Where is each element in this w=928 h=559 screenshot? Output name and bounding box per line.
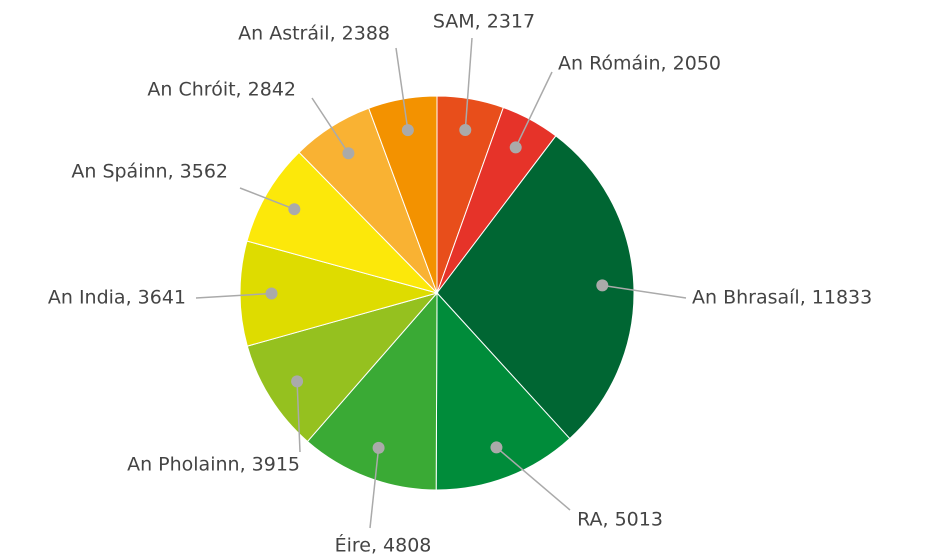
leader-line <box>515 71 553 148</box>
label-dot <box>490 441 503 454</box>
pie-slice <box>306 291 438 491</box>
pie-slice <box>435 291 571 491</box>
label-dot <box>401 124 414 137</box>
leader-line <box>239 187 295 210</box>
label-dot <box>509 141 522 154</box>
leader-line <box>311 97 350 154</box>
leader-line <box>464 37 473 131</box>
pie-slice <box>436 135 635 440</box>
slice-label: An Chróit, 2842 <box>147 79 296 101</box>
slice-label: Éire, 4808 <box>335 534 432 557</box>
leader-line <box>602 284 687 299</box>
pie-slice <box>239 240 439 347</box>
slice-label: An Spáinn, 3562 <box>71 161 228 183</box>
slice-label: An Pholainn, 3915 <box>127 454 300 476</box>
slice-label: RA, 5013 <box>577 509 663 531</box>
slice-label: An Astráil, 2388 <box>238 23 390 45</box>
slice-label: SAM, 2317 <box>433 11 535 33</box>
slice-label: An Rómáin, 2050 <box>558 53 721 75</box>
slice-label: An India, 3641 <box>48 287 186 309</box>
label-dot <box>291 375 304 388</box>
slice-label: An Bhrasaíl, 11833 <box>692 287 872 309</box>
label-dot <box>596 279 609 292</box>
pie-slice <box>246 151 439 294</box>
leader-line <box>296 381 301 453</box>
label-dot <box>372 441 385 454</box>
label-dot <box>342 147 355 160</box>
label-dot <box>288 203 301 216</box>
label-dot <box>265 287 278 300</box>
leader-line <box>395 47 409 131</box>
slices <box>239 95 635 491</box>
pie-slice <box>368 95 438 294</box>
pie-slice <box>246 292 439 443</box>
leader-line <box>369 447 380 529</box>
label-dot <box>459 123 472 136</box>
leader-line <box>495 446 571 511</box>
leader-line <box>195 292 272 299</box>
